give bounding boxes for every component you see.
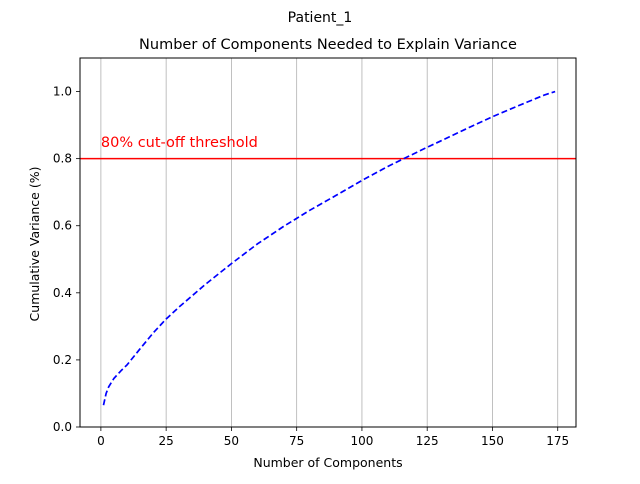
y-tick-label: 0.4 [53, 286, 72, 300]
y-tick-label: 0.6 [53, 219, 72, 233]
x-axis-label: Number of Components [253, 455, 402, 470]
x-tick-label: 175 [546, 434, 569, 448]
y-tick-label: 0.0 [53, 420, 72, 434]
grid-layer [100, 58, 559, 427]
plot-frame [79, 57, 577, 428]
cumulative-variance-line [102, 90, 556, 406]
axes-layer [79, 57, 577, 428]
y-tick-label: 0.8 [53, 152, 72, 166]
y-axis-label: Cumulative Variance (%) [27, 167, 42, 322]
threshold-label: 80% cut-off threshold [101, 135, 258, 151]
x-tick-label: 25 [159, 434, 174, 448]
x-tick-label: 50 [224, 434, 239, 448]
figure-suptitle: Patient_1 [288, 10, 353, 26]
x-tick-label: 125 [416, 434, 439, 448]
threshold-layer: 80% cut-off threshold [80, 135, 576, 160]
x-tick-label: 75 [289, 434, 304, 448]
chart-title: Number of Components Needed to Explain V… [139, 37, 517, 53]
x-tick-label: 150 [481, 434, 504, 448]
x-tick-label: 100 [350, 434, 373, 448]
y-tick-label: 0.2 [53, 353, 72, 367]
y-tick-label: 1.0 [53, 85, 72, 99]
series-layer [102, 90, 556, 406]
x-tick-label: 0 [97, 434, 105, 448]
tick-layer: 0 25 50 75 100 125 150 175 0.0 0.2 0.4 0.6 0.8 1.0 [53, 85, 569, 448]
